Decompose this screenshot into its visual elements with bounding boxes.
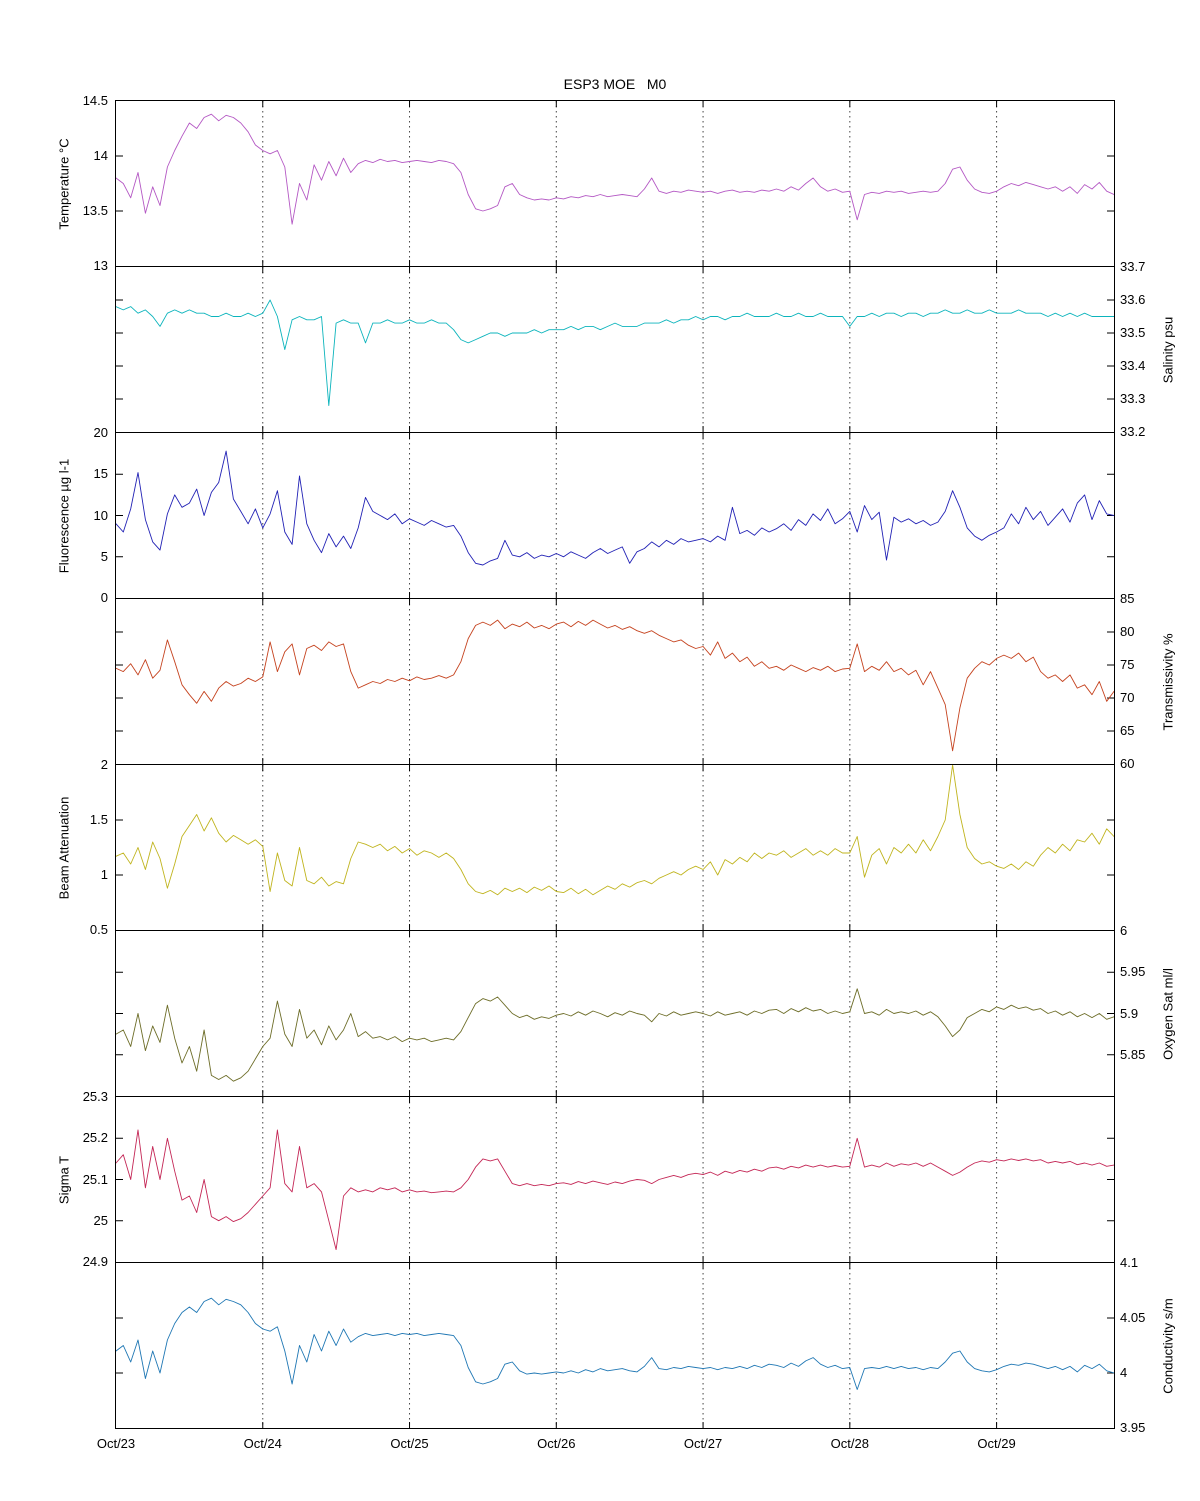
sigma-t-series-line — [116, 1129, 1114, 1251]
transmissivity-y-tick-label: 85 — [1120, 591, 1135, 606]
fluorescence-y-tick-label: 0 — [100, 590, 108, 605]
conductivity-y-tick-label: 4.1 — [1120, 1255, 1139, 1270]
conductivity-y-tick-label: 4.05 — [1120, 1310, 1146, 1325]
salinity-axis-label: Salinity psu — [1160, 316, 1176, 383]
salinity-y-tick-label: 33.5 — [1120, 325, 1146, 340]
chart-panel-transmissivity — [115, 598, 1115, 765]
x-tick-label: Oct/24 — [243, 1436, 282, 1451]
temperature-y-tick-label: 14 — [93, 148, 108, 163]
salinity-y-tick-label: 33.4 — [1120, 358, 1146, 373]
fluorescence-y-tick-label: 5 — [100, 548, 108, 564]
oxygen-sat-y-tick-label: 5.95 — [1120, 964, 1146, 980]
beam-attenuation-y-tick-label: 1 — [100, 867, 108, 882]
temperature-axis-label: Temperature °C — [56, 137, 72, 230]
x-tick-label: Oct/28 — [830, 1436, 869, 1451]
beam-attenuation-y-tick-label: 1.5 — [89, 812, 108, 827]
fluorescence-series-line — [116, 450, 1114, 566]
sigma-t-y-tick-label: 25.2 — [82, 1130, 108, 1146]
x-tick-label: Oct/27 — [683, 1436, 723, 1451]
temperature-y-tick-label: 13 — [93, 258, 108, 273]
plot-area-conductivity — [116, 1263, 1114, 1428]
transmissivity-y-tick-label: 75 — [1120, 657, 1135, 672]
temperature-y-tick-label: 13.5 — [82, 203, 108, 218]
conductivity-y-tick-label: 4 — [1120, 1365, 1128, 1380]
fluorescence-axis-label: Fluorescence µg l-1 — [56, 458, 72, 573]
transmissivity-series-line — [116, 619, 1114, 752]
fluorescence-y-tick-label: 15 — [93, 466, 108, 482]
plot-area-temperature — [116, 101, 1114, 266]
chart-panel-temperature — [115, 100, 1115, 267]
transmissivity-axis-label: Transmissivity % — [1160, 632, 1176, 731]
x-tick-label: Oct/23 — [96, 1436, 136, 1451]
transmissivity-y-tick-label: 65 — [1120, 723, 1135, 738]
chart-panel-oxygen-sat — [115, 930, 1115, 1097]
conductivity-axis-label: Conductivity s/m — [1160, 1297, 1176, 1394]
salinity-y-tick-label: 33.3 — [1120, 391, 1146, 406]
x-tick-label: Oct/25 — [390, 1436, 429, 1451]
chart-title: ESP3 MOE M0 — [563, 76, 667, 92]
sigma-t-y-tick-label: 24.9 — [82, 1254, 108, 1269]
x-tick-label: Oct/26 — [537, 1436, 576, 1451]
salinity-series-line — [116, 299, 1114, 407]
chart-panel-fluorescence — [115, 432, 1115, 599]
beam-attenuation-axis-label: Beam Attenuation — [56, 796, 72, 899]
salinity-y-tick-label: 33.6 — [1120, 292, 1146, 307]
chart-panel-beam-attenuation — [115, 764, 1115, 931]
transmissivity-y-tick-label: 70 — [1120, 690, 1135, 705]
conductivity-y-tick-label: 3.95 — [1120, 1420, 1146, 1435]
transmissivity-y-tick-label: 80 — [1120, 624, 1135, 639]
oxygen-sat-y-tick-label: 6 — [1120, 923, 1128, 938]
plot-area-fluorescence — [116, 433, 1114, 598]
plot-area-sigma-t — [116, 1097, 1114, 1262]
sigma-t-y-tick-label: 25 — [93, 1212, 108, 1228]
fluorescence-y-tick-label: 10 — [93, 507, 108, 523]
sigma-t-y-tick-label: 25.3 — [82, 1089, 108, 1104]
oxygen-sat-axis-label: Oxygen Sat ml/l — [1160, 967, 1176, 1060]
x-tick-label: Oct/29 — [977, 1436, 1016, 1451]
chart-panel-sigma-t — [115, 1096, 1115, 1263]
oxygen-sat-series-line — [116, 988, 1114, 1082]
oxygen-sat-y-tick-label: 5.85 — [1120, 1046, 1146, 1062]
salinity-y-tick-label: 33.7 — [1120, 259, 1146, 274]
chart-panel-salinity — [115, 266, 1115, 433]
transmissivity-y-tick-label: 60 — [1120, 756, 1135, 771]
temperature-y-tick-label: 14.5 — [82, 93, 108, 108]
beam-attenuation-series-line — [116, 765, 1114, 896]
beam-attenuation-y-tick-label: 2 — [100, 757, 108, 772]
chart-panel-conductivity — [115, 1262, 1115, 1429]
plot-area-transmissivity — [116, 599, 1114, 764]
sigma-t-y-tick-label: 25.1 — [82, 1171, 108, 1187]
temperature-series-line — [116, 113, 1114, 225]
conductivity-series-line — [116, 1297, 1114, 1390]
fluorescence-y-tick-label: 20 — [93, 425, 108, 440]
plot-area-beam-attenuation — [116, 765, 1114, 930]
sigma-t-axis-label: Sigma T — [56, 1155, 72, 1204]
plot-area-oxygen-sat — [116, 931, 1114, 1096]
oxygen-sat-y-tick-label: 5.9 — [1120, 1005, 1139, 1021]
salinity-y-tick-label: 33.2 — [1120, 424, 1146, 439]
plot-area-salinity — [116, 267, 1114, 432]
beam-attenuation-y-tick-label: 0.5 — [89, 922, 108, 937]
